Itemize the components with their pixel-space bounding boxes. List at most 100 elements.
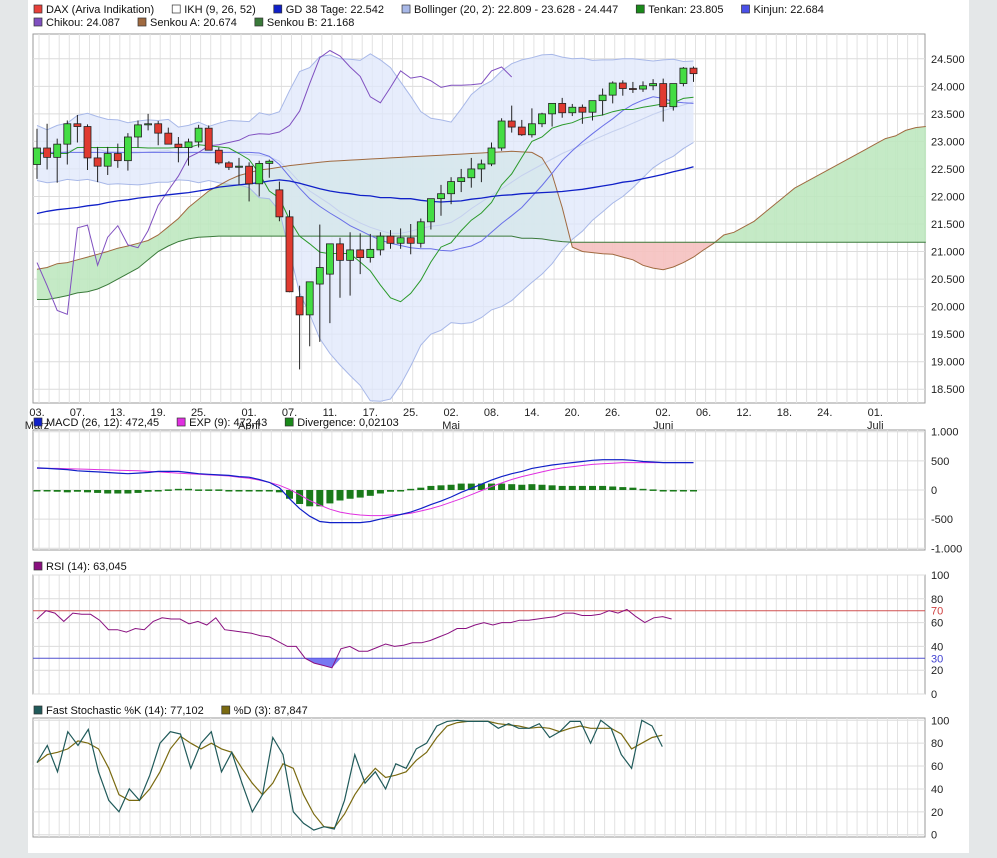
candle bbox=[285, 210, 294, 293]
candle-body-up bbox=[447, 181, 456, 195]
divergence-bar bbox=[508, 484, 516, 490]
divergence-bar bbox=[518, 484, 526, 490]
candle-body-up bbox=[305, 281, 314, 316]
divergence-bar bbox=[659, 490, 667, 492]
divergence-bar bbox=[336, 490, 344, 501]
price-legend-label: DAX (Ariva Indikation) bbox=[46, 4, 154, 16]
divergence-bar bbox=[215, 489, 223, 491]
candle bbox=[447, 177, 456, 205]
x-tick-label: 25. bbox=[191, 407, 206, 419]
divergence-bar bbox=[528, 484, 536, 490]
divergence-bar bbox=[73, 490, 81, 492]
divergence-bar bbox=[33, 490, 41, 492]
divergence-bar bbox=[629, 487, 637, 490]
ichimoku-cloud-segment bbox=[582, 241, 593, 253]
x-tick-month-label: Mai bbox=[442, 420, 460, 432]
price-legend-label: Kinjun: 22.684 bbox=[754, 4, 824, 16]
ichimoku-cloud-segment bbox=[77, 256, 88, 294]
ichimoku-cloud-segment bbox=[662, 241, 674, 271]
candle bbox=[598, 88, 607, 116]
candle-body-down bbox=[43, 147, 51, 158]
ichimoku-cloud-segment bbox=[905, 127, 916, 243]
kinjun-line bbox=[37, 96, 694, 252]
candle bbox=[437, 184, 445, 216]
candle bbox=[558, 97, 567, 118]
candle-body-up bbox=[376, 235, 385, 251]
candle bbox=[204, 125, 213, 151]
candle bbox=[73, 114, 82, 143]
candle bbox=[639, 81, 647, 92]
candle bbox=[608, 81, 617, 104]
candle-body-down bbox=[558, 102, 567, 114]
ichimoku-cloud-segment bbox=[915, 126, 927, 243]
divergence-bar bbox=[538, 484, 546, 490]
x-tick-label: 13. bbox=[110, 407, 125, 419]
divergence-bar bbox=[690, 490, 697, 492]
x-tick-month-label: April bbox=[238, 420, 260, 432]
price-legend-label: IKH (9, 26, 52) bbox=[184, 4, 256, 16]
macd-legend-label: Divergence: 0,02103 bbox=[297, 417, 399, 429]
x-tick-label: 07. bbox=[70, 407, 85, 419]
candle-body-up bbox=[235, 165, 243, 168]
candle-body-down bbox=[517, 126, 526, 136]
stochastic-legend-swatch bbox=[221, 705, 231, 715]
rsi-upper-label: 70 bbox=[931, 606, 943, 618]
candle-body-down bbox=[154, 123, 163, 134]
stochastic-y-tick-label: 40 bbox=[931, 784, 943, 796]
candle bbox=[406, 224, 415, 255]
macd-y-tick-label: 500 bbox=[931, 456, 949, 468]
candle bbox=[194, 124, 203, 148]
divergence-bar bbox=[366, 490, 374, 496]
candle-body-down bbox=[93, 157, 102, 167]
candle-body-down bbox=[204, 127, 213, 151]
divergence-bar bbox=[599, 485, 607, 490]
divergence-bar bbox=[578, 485, 586, 490]
price-y-tick-label: 24.000 bbox=[931, 81, 965, 93]
price-row2-legend-swatch bbox=[137, 17, 147, 27]
candle bbox=[497, 118, 506, 151]
ichimoku-cloud-segment bbox=[592, 241, 603, 255]
candle bbox=[33, 128, 41, 179]
price-y-tick-label: 21.000 bbox=[931, 247, 965, 259]
x-tick-label: 18. bbox=[777, 407, 792, 419]
divergence-bar bbox=[568, 485, 576, 490]
rsi-y-tick-label: 0 bbox=[931, 689, 937, 701]
x-tick-month-label: Juli bbox=[867, 420, 884, 432]
x-tick-month-label: Juni bbox=[653, 420, 673, 432]
candle-body-up bbox=[588, 100, 597, 113]
candle-body-down bbox=[659, 83, 668, 108]
divergence-bar bbox=[53, 490, 61, 492]
divergence-bar bbox=[346, 490, 354, 499]
divergence-bar bbox=[356, 490, 364, 498]
x-tick-label: 03. bbox=[29, 407, 44, 419]
candle bbox=[538, 112, 546, 128]
candle-body-down bbox=[73, 123, 82, 127]
price-legend-swatch bbox=[273, 4, 283, 14]
candle-body-up bbox=[426, 198, 435, 223]
candle-body-up bbox=[608, 82, 617, 96]
candle bbox=[669, 83, 678, 111]
candle bbox=[295, 285, 304, 370]
stochastic-panel: 100 80 60 40 20 0 Fast Stochastic %K (14): 77,… bbox=[32, 705, 949, 842]
divergence-bar bbox=[84, 490, 91, 493]
candle bbox=[507, 105, 516, 133]
candle-body-down bbox=[275, 189, 284, 218]
tenkan-line bbox=[37, 96, 694, 303]
x-tick-label: 08. bbox=[484, 407, 499, 419]
price-y-tick-label: 22.500 bbox=[931, 164, 965, 176]
candle bbox=[588, 100, 597, 121]
price-legend-swatch bbox=[635, 4, 645, 14]
rsi-lower-label: 30 bbox=[931, 653, 943, 665]
ichimoku-cloud-segment bbox=[218, 179, 230, 237]
divergence-bar bbox=[397, 490, 405, 492]
candle bbox=[416, 218, 425, 248]
divergence-bar bbox=[609, 486, 617, 490]
candle-body-up bbox=[396, 237, 405, 244]
candle bbox=[245, 162, 254, 202]
divergence-bar bbox=[649, 489, 657, 491]
price-legend-label: Tenkan: 23.805 bbox=[648, 4, 723, 16]
candle-body-up bbox=[548, 102, 556, 115]
candle bbox=[386, 230, 395, 249]
candle-body-down bbox=[174, 143, 183, 148]
macd-y-tick-label: -1.000 bbox=[931, 543, 962, 555]
